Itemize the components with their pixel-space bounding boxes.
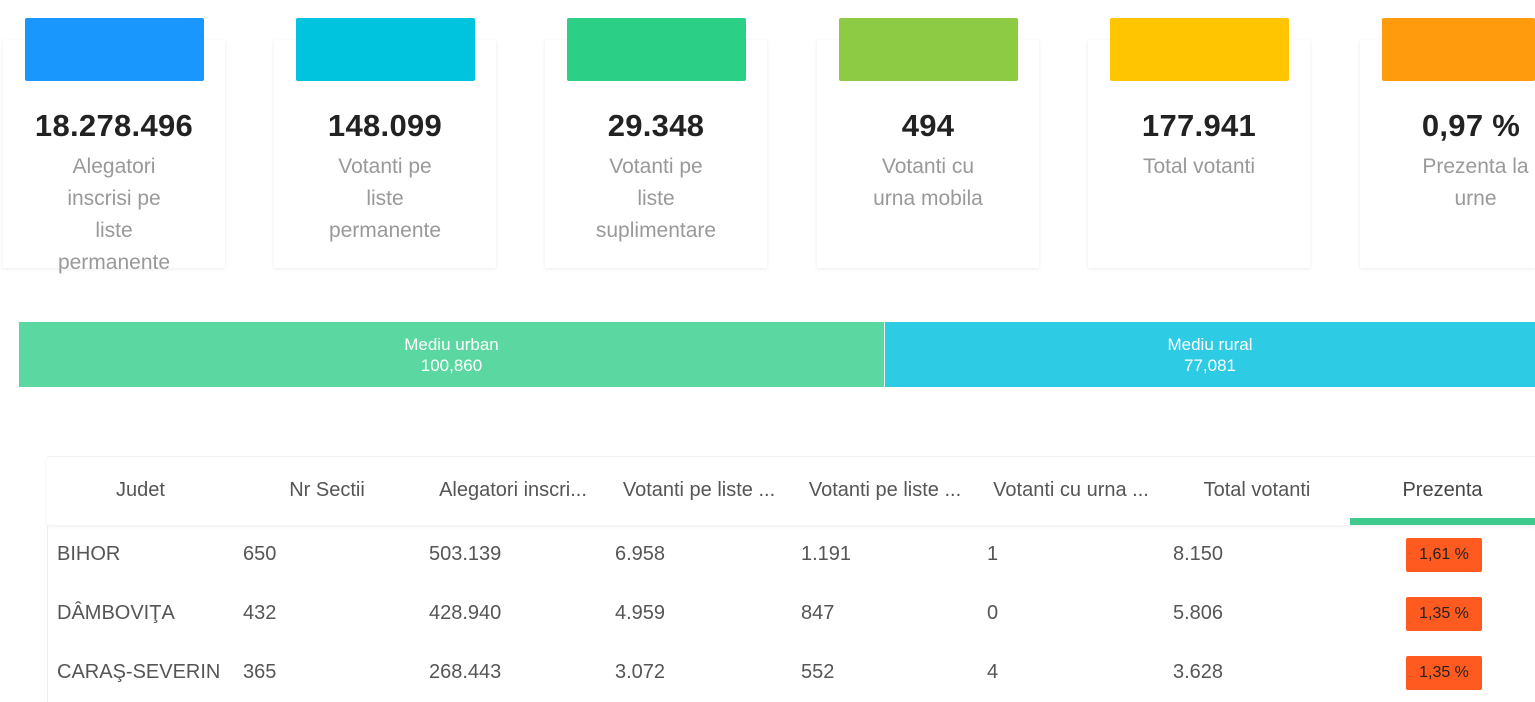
stat-card-total-votanti: 177.941 Total votanti (1088, 18, 1310, 268)
active-sort-indicator (1350, 518, 1535, 525)
stat-value: 177.941 (1141, 108, 1257, 143)
cell-permanente: 3.072 (615, 661, 666, 683)
stat-label: Votanti pe liste suplimentare (595, 155, 717, 242)
stat-value: 18.278.496 (34, 108, 194, 143)
segment-value: 77,081 (1184, 355, 1236, 375)
stat-label: Votanti cu urna mobila (873, 155, 983, 210)
table-row[interactable]: BIHOR 650 503.139 6.958 1.191 1 8.150 1,… (47, 525, 1535, 584)
column-header-votanti-permanente[interactable]: Votanti pe liste ... (622, 479, 776, 501)
segment-label: Mediu rural (1167, 334, 1253, 354)
stat-card-alegatori-inscrisi: 18.278.496 Alegatori inscrisi pe liste p… (3, 18, 225, 274)
column-header-votanti-suplimentare[interactable]: Votanti pe liste ... (808, 479, 962, 501)
column-header-nr-sectii[interactable]: Nr Sectii (289, 479, 365, 501)
stat-value: 148.099 (327, 108, 443, 143)
stat-card-color-bar (25, 18, 204, 81)
cell-suplimentare: 552 (801, 661, 835, 683)
stat-card-votanti-suplimentare: 29.348 Votanti pe liste suplimentare (545, 18, 767, 268)
cell-judet: BIHOR (57, 543, 121, 565)
cell-alegatori: 268.443 (429, 661, 502, 683)
column-header-prezenta[interactable]: Prezenta (1402, 479, 1483, 501)
stat-card-color-bar (567, 18, 746, 81)
cell-total: 3.628 (1173, 661, 1224, 683)
table-row[interactable]: CARAŞ-SEVERIN 365 268.443 3.072 552 4 3.… (47, 643, 1535, 702)
prezenta-badge: 1,61 % (1406, 538, 1482, 572)
stat-card-prezenta: 0,97 % Prezenta la urne (1360, 18, 1535, 268)
cell-sectii: 650 (243, 543, 277, 565)
segment-label: Mediu urban (404, 334, 499, 354)
cell-mobila: 0 (987, 602, 999, 624)
cell-permanente: 4.959 (615, 602, 666, 624)
column-header-total-votanti[interactable]: Total votanti (1203, 479, 1311, 501)
stat-card-votanti-permanente: 148.099 Votanti pe liste permanente (274, 18, 496, 268)
stat-label: Alegatori inscrisi pe liste permanente (57, 155, 171, 274)
stat-label: Total votanti (1142, 155, 1256, 178)
table-row[interactable]: DÂMBOVIŢA 432 428.940 4.959 847 0 5.806 … (47, 584, 1535, 643)
cell-judet: CARAŞ-SEVERIN (57, 661, 221, 683)
stat-card-urna-mobila: 494 Votanti cu urna mobila (817, 18, 1039, 268)
cell-mobila: 4 (987, 661, 999, 683)
stat-card-color-bar (1382, 18, 1535, 81)
cell-total: 5.806 (1173, 602, 1224, 624)
segment-mediu-rural: Mediu rural 77,081 (885, 322, 1535, 387)
cell-judet: DÂMBOVIŢA (57, 602, 175, 624)
column-header-urna-mobila[interactable]: Votanti cu urna ... (993, 479, 1149, 501)
cell-mobila: 1 (987, 543, 999, 565)
prezenta-badge: 1,35 % (1406, 656, 1482, 690)
column-header-alegatori[interactable]: Alegatori inscri... (439, 479, 587, 501)
cell-sectii: 432 (243, 602, 277, 624)
cell-total: 8.150 (1173, 543, 1224, 565)
cell-alegatori: 428.940 (429, 602, 502, 624)
stat-card-color-bar (839, 18, 1018, 81)
segment-mediu-urban: Mediu urban 100,860 (19, 322, 885, 387)
cell-suplimentare: 1.191 (801, 543, 852, 565)
prezenta-badge: 1,35 % (1406, 597, 1482, 631)
judete-table: Judet Nr Sectii Alegatori inscri... Vota… (47, 456, 1535, 702)
table-header: Judet Nr Sectii Alegatori inscri... Vota… (47, 456, 1535, 525)
cell-permanente: 6.958 (615, 543, 666, 565)
stat-card-color-bar (296, 18, 475, 81)
stat-value: 0,97 % (1421, 108, 1521, 143)
environment-split-bar: Mediu urban 100,860 Mediu rural 77,081 (19, 322, 1535, 387)
cell-alegatori: 503.139 (429, 543, 502, 565)
cell-suplimentare: 847 (801, 602, 835, 624)
stat-value: 494 (901, 108, 955, 143)
stat-label: Votanti pe liste permanente (328, 155, 442, 242)
cell-sectii: 365 (243, 661, 277, 683)
stat-label: Prezenta la urne (1422, 155, 1529, 210)
segment-value: 100,860 (420, 355, 483, 375)
stat-card-color-bar (1110, 18, 1289, 81)
column-header-judet[interactable]: Judet (116, 479, 165, 501)
stat-value: 29.348 (607, 108, 705, 143)
